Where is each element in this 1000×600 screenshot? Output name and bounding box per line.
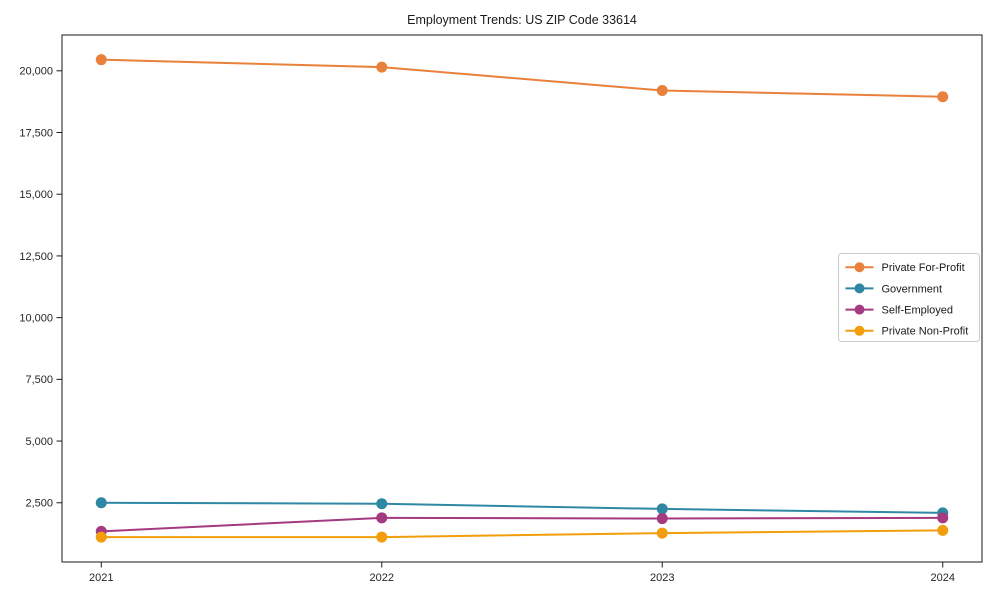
data-point-marker (376, 498, 388, 510)
data-point-marker (95, 497, 107, 509)
y-tick-label: 15,000 (19, 189, 53, 201)
legend-marker-dot (854, 283, 865, 294)
data-point-marker (376, 61, 388, 73)
x-tick-label: 2021 (89, 572, 113, 584)
data-point-marker (95, 54, 107, 66)
y-tick-label: 10,000 (19, 312, 53, 324)
y-tick-label: 17,500 (19, 127, 53, 139)
series-line-government (101, 501, 943, 514)
plot-area: 2,500 5,000 7,500 10,000 12,500 15,000 17,500 2… (19, 34, 983, 584)
axes-frame (61, 34, 983, 563)
legend-label: Private For-Profit (882, 262, 965, 274)
legend-marker-dot (854, 262, 865, 273)
y-tick-label: 7,500 (25, 374, 53, 386)
data-point-marker (937, 524, 949, 536)
x-tick-label: 2022 (370, 572, 394, 584)
data-point-marker (376, 531, 388, 543)
series-line-self-employed (101, 516, 943, 533)
data-point-marker (937, 91, 949, 103)
data-point-marker (937, 512, 949, 524)
data-point-marker (656, 85, 668, 97)
x-tick-label: 2023 (650, 572, 674, 584)
data-point-marker (95, 531, 107, 543)
y-tick-label: 12,500 (19, 251, 53, 263)
data-point-marker (656, 513, 668, 525)
data-point-marker (656, 503, 668, 515)
y-tick-label: 20,000 (19, 66, 53, 78)
legend-label: Government (882, 283, 943, 295)
legend-box (838, 253, 980, 342)
legend-marker-dot (854, 325, 865, 336)
legend-marker-dot (854, 304, 865, 315)
series-line-private-for-profit (101, 58, 943, 98)
legend-label: Self-Employed (882, 304, 954, 316)
x-tick-label: 2024 (930, 572, 954, 584)
series-line-private-non-profit (101, 529, 943, 539)
data-point-marker (656, 527, 668, 539)
data-point-marker (376, 512, 388, 524)
chart-title: Employment Trends: US ZIP Code 33614 (407, 13, 637, 27)
y-tick-label: 5,000 (25, 436, 53, 448)
legend-label: Private Non-Profit (882, 326, 969, 338)
y-tick-label: 2,500 (25, 498, 53, 510)
